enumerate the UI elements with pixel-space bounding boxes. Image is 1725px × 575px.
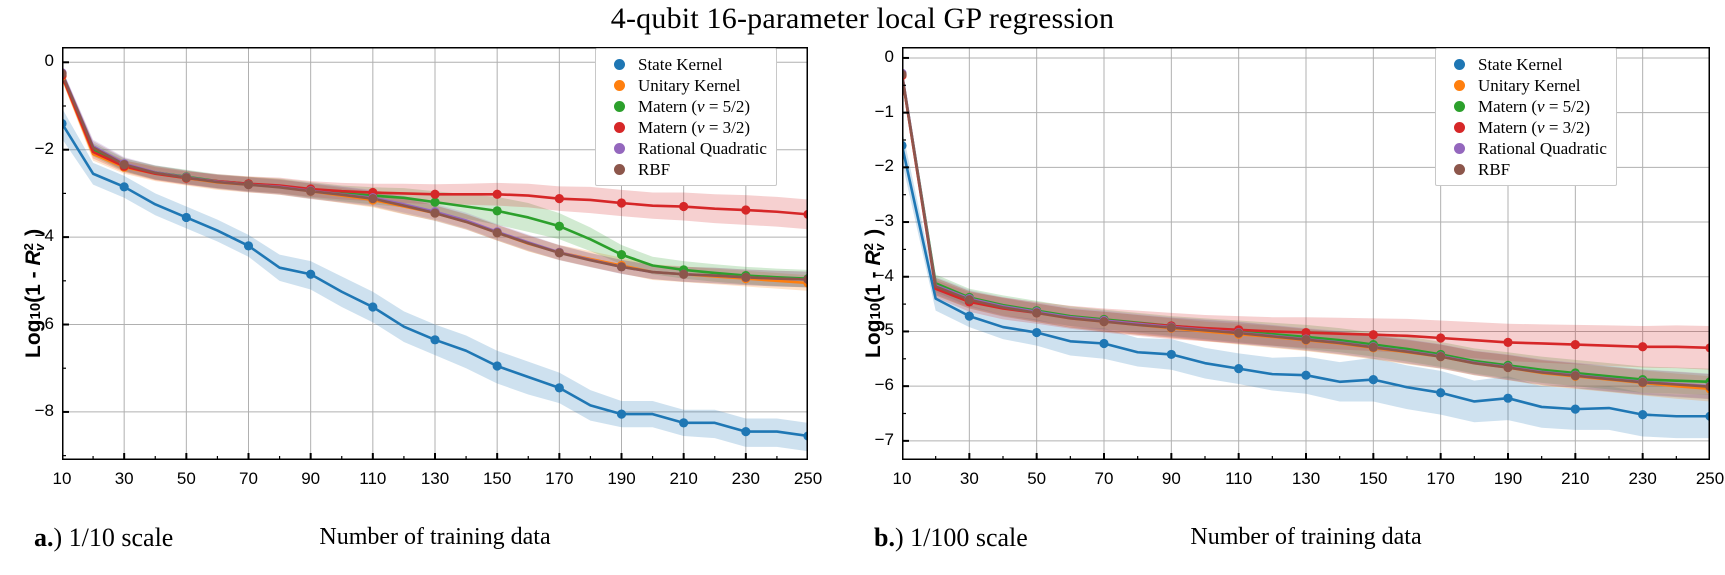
legend-item[interactable]: Rational Quadratic xyxy=(603,138,767,159)
legend-marker-icon xyxy=(614,122,625,133)
legend-item[interactable]: Unitary Kernel xyxy=(603,75,767,96)
legend-item[interactable]: Matern (ν = 5/2) xyxy=(1443,96,1607,117)
x-tick-label: 90 xyxy=(1161,469,1181,488)
legend-marker-icon xyxy=(1454,164,1465,175)
x-tick-label: 70 xyxy=(1094,469,1114,488)
legend-item[interactable]: RBF xyxy=(1443,159,1607,180)
y-tick-label: −3 xyxy=(874,211,894,231)
x-tick-label: 110 xyxy=(1225,469,1253,488)
x-tick-label: 230 xyxy=(1628,469,1657,488)
x-tick-label: 150 xyxy=(482,469,512,488)
legend-item-label: Matern (ν = 5/2) xyxy=(1478,97,1591,116)
x-tick-label: 10 xyxy=(52,469,72,488)
legend-item-label: RBF xyxy=(1478,160,1511,179)
legend-marker-icon xyxy=(1454,101,1465,112)
legend-item[interactable]: RBF xyxy=(603,159,767,180)
x-tick-label: 50 xyxy=(1027,469,1047,488)
x-tick-label: 130 xyxy=(1291,469,1321,488)
y-tick-label: −4 xyxy=(34,226,54,246)
panel-caption-b: b.) 1/100 scale xyxy=(874,523,1028,552)
y-tick-label: −7 xyxy=(874,429,894,449)
y-axis-label-a: Log10(1 - R2v) xyxy=(21,228,47,358)
legend-marker-icon xyxy=(1454,80,1465,91)
y-tick-label: −6 xyxy=(874,375,894,395)
y-tick-label: 0 xyxy=(44,51,54,71)
legend-item-label: Rational Quadratic xyxy=(1478,139,1607,158)
legend-marker-icon xyxy=(614,80,625,91)
legend-item-label: Rational Quadratic xyxy=(638,139,767,158)
legend-item[interactable]: Matern (ν = 5/2) xyxy=(603,96,767,117)
y-tick-label: −1 xyxy=(874,101,894,121)
y-axis-label-b: Log10(1 - R2v) xyxy=(861,228,887,358)
legend-marker-icon xyxy=(614,164,625,175)
x-tick-label: 150 xyxy=(1359,469,1388,488)
legend-item-label: RBF xyxy=(638,160,671,179)
legend-marker-icon xyxy=(1454,143,1465,154)
legend-marker-icon xyxy=(614,59,625,70)
legend-item-label: Matern (ν = 5/2) xyxy=(638,97,751,116)
x-tick-label: 170 xyxy=(1426,469,1455,488)
x-tick-label: 230 xyxy=(731,469,761,488)
x-tick-label: 130 xyxy=(420,469,450,488)
y-tick-label: −2 xyxy=(874,156,894,176)
x-tick-label: 250 xyxy=(793,469,823,488)
x-tick-label: 30 xyxy=(959,469,979,488)
x-axis-label-b: Number of training data xyxy=(1190,524,1422,550)
legend-item[interactable]: Unitary Kernel xyxy=(1443,75,1607,96)
legend-item[interactable]: State Kernel xyxy=(603,54,767,75)
figure-title: 4-qubit 16-parameter local GP regression xyxy=(610,2,1115,35)
x-tick-label: 90 xyxy=(301,469,321,488)
x-axis-label-a: Number of training data xyxy=(319,524,551,550)
legend-item-label: Matern (ν = 3/2) xyxy=(1478,118,1591,137)
legend-marker-icon xyxy=(614,143,625,154)
y-tick-label: −2 xyxy=(34,138,54,158)
y-tick-label: −5 xyxy=(874,320,894,340)
legend-marker-icon xyxy=(1454,122,1465,133)
x-tick-label: 70 xyxy=(239,469,258,488)
legend-item[interactable]: State Kernel xyxy=(1443,54,1607,75)
legend-item-label: Matern (ν = 3/2) xyxy=(638,118,751,137)
legend-b: State Kernel Unitary Kernel Matern (ν = 5/… xyxy=(1435,48,1617,186)
legend-item-label: Unitary Kernel xyxy=(638,76,741,95)
x-tick-label: 50 xyxy=(176,469,196,488)
x-tick-label: 250 xyxy=(1695,469,1725,488)
y-tick-label: −4 xyxy=(874,265,894,285)
x-tick-label: 170 xyxy=(545,469,574,488)
panel-caption-a: a.) 1/10 scale xyxy=(34,523,174,552)
legend-item[interactable]: Matern (ν = 3/2) xyxy=(1443,117,1607,138)
y-tick-label: −8 xyxy=(34,400,54,420)
legend-marker-icon xyxy=(614,101,625,112)
x-tick-label: 190 xyxy=(1493,469,1523,488)
x-tick-label: 210 xyxy=(669,469,698,488)
y-tick-label: −6 xyxy=(34,313,54,333)
legend-marker-icon xyxy=(1454,59,1465,70)
legend-item[interactable]: Matern (ν = 3/2) xyxy=(603,117,767,138)
legend-item-label: State Kernel xyxy=(1478,55,1563,74)
legend-a: State Kernel Unitary Kernel Matern (ν = 5/… xyxy=(595,48,777,186)
legend-item[interactable]: Rational Quadratic xyxy=(1443,138,1607,159)
legend-item-label: Unitary Kernel xyxy=(1478,76,1581,95)
x-tick-label: 110 xyxy=(359,469,387,488)
x-tick-label: 210 xyxy=(1561,469,1590,488)
y-tick-label: 0 xyxy=(884,46,894,66)
x-tick-label: 30 xyxy=(114,469,134,488)
legend-item-label: State Kernel xyxy=(638,55,723,74)
x-tick-label: 190 xyxy=(607,469,636,488)
x-tick-label: 10 xyxy=(892,469,912,488)
